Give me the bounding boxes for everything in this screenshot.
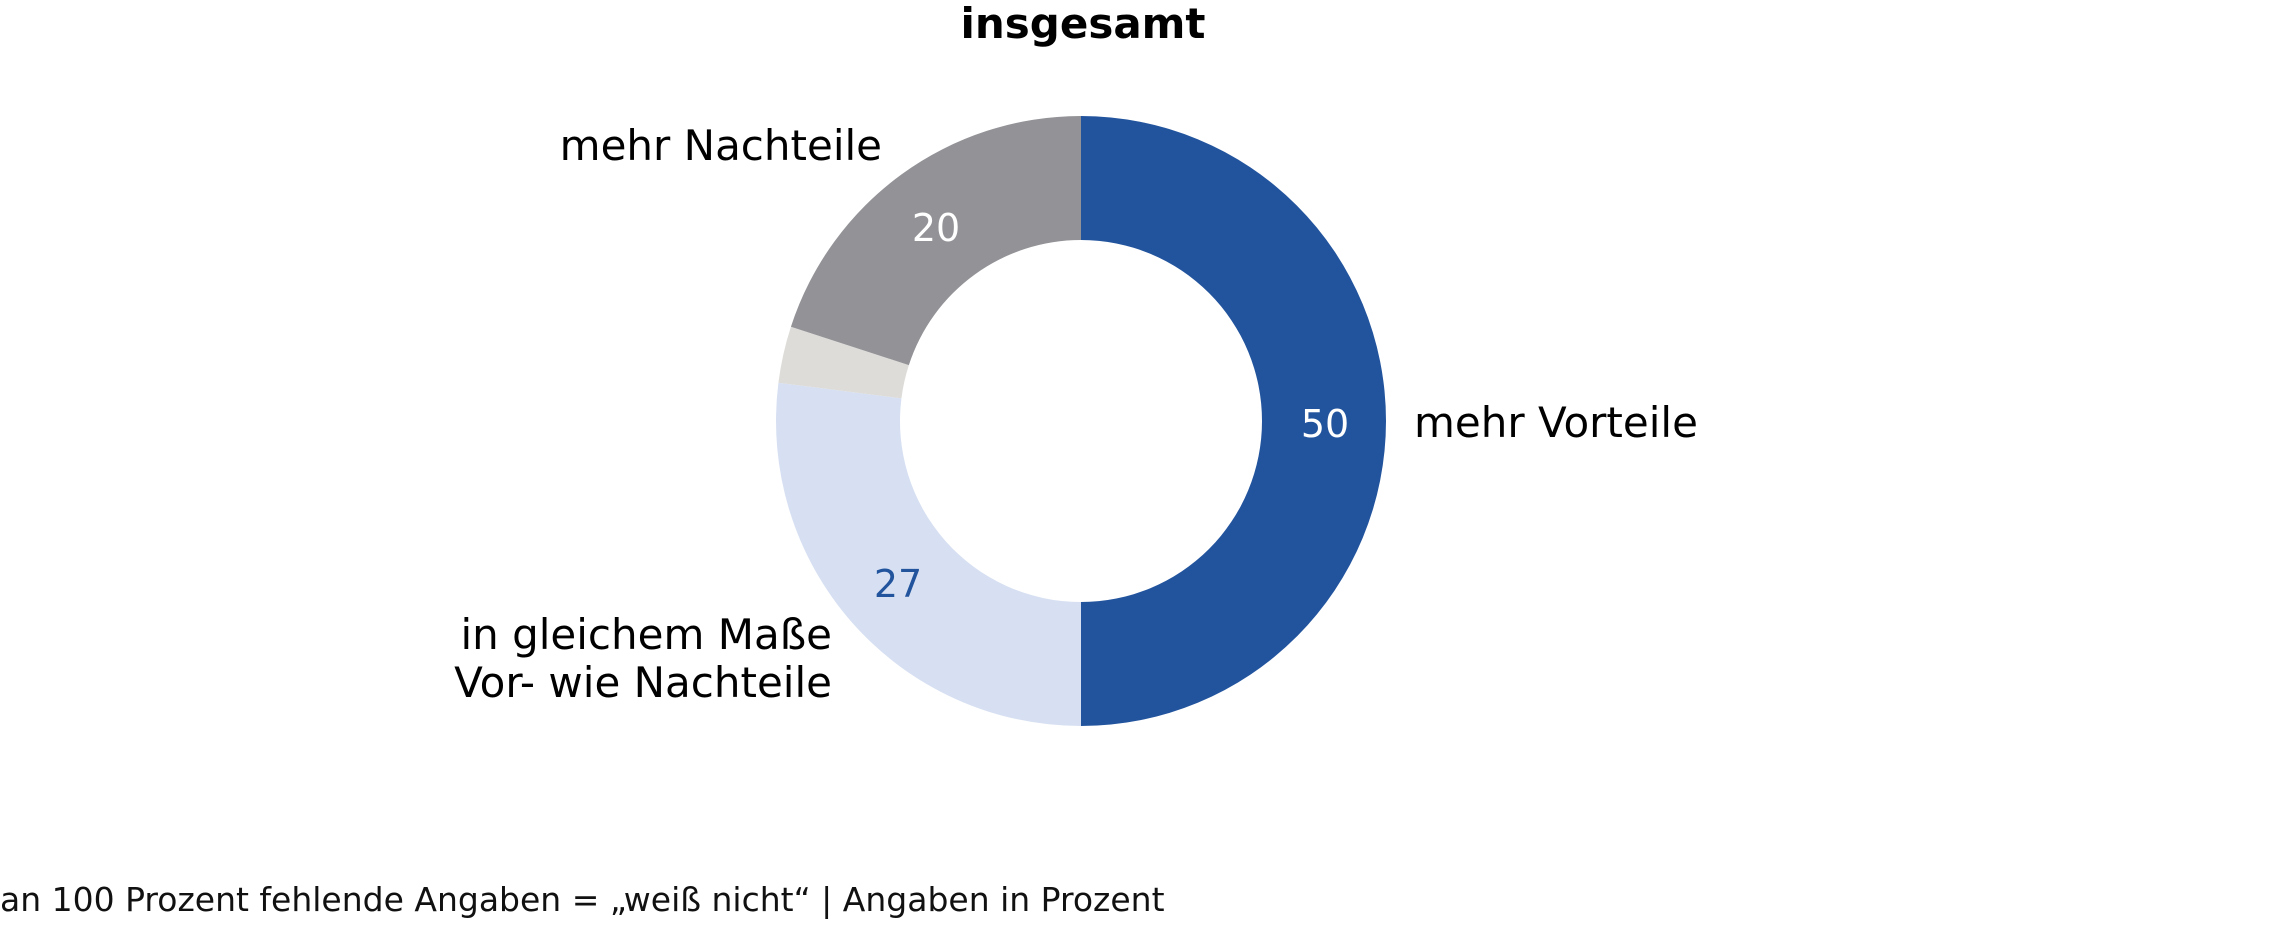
value-label-27: 27 (874, 562, 922, 606)
donut-slice-20 (790, 116, 1081, 366)
footnote: an 100 Prozent fehlende Angaben = „weiß … (0, 880, 1165, 919)
label-mehr-nachteile: mehr Nachteile (560, 121, 882, 170)
donut-slice-slice-2 (778, 326, 909, 399)
donut-slice-50 (1081, 116, 1386, 726)
chart-title: insgesamt (960, 0, 1205, 48)
value-label-20: 20 (912, 206, 960, 250)
label-gleich-line2: Vor- wie Nachteile (454, 658, 832, 707)
label-mehr-vorteile: mehr Vorteile (1414, 398, 1698, 447)
value-label-50: 50 (1301, 402, 1349, 446)
donut-slice-27 (775, 382, 1081, 726)
label-gleich-line1: in gleichem Maße (460, 610, 832, 659)
